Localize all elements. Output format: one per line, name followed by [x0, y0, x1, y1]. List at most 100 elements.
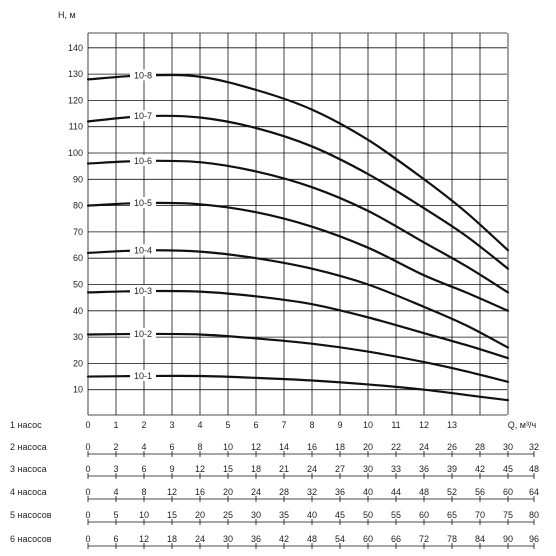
x-tick-label: 80	[529, 510, 539, 520]
x-tick-label: 60	[363, 534, 373, 544]
x-tick-label: 6	[141, 464, 146, 474]
curve-label-bg	[130, 154, 156, 166]
x-tick-label: 8	[141, 487, 146, 497]
curve-label-10-7: 10-7	[134, 111, 152, 121]
curve-10-8	[86, 73, 510, 252]
x-axes: 1 насос 0 1 2 3 4 5 6 7 8 9 10 11 12 13 Q, м³/ч2 насоса…	[10, 420, 539, 549]
x-tick-label: 60	[419, 510, 429, 520]
x-tick-label: 24	[195, 534, 205, 544]
x-tick-label: 55	[391, 510, 401, 520]
x-tick-label: 0	[85, 442, 90, 452]
x-tick-label: 28	[279, 487, 289, 497]
y-tick-label: 140	[68, 43, 83, 53]
curve-label-10-4: 10-4	[134, 245, 152, 255]
y-axis: 10 20 30 40 50 60 70 80 90 100 110 120 130 140	[68, 43, 83, 395]
x-tick-label: 4	[113, 487, 118, 497]
x-tick-label: 16	[195, 487, 205, 497]
x-axis-unit-label: Q, м³/ч	[508, 420, 537, 430]
y-tick-label: 30	[73, 332, 83, 342]
x-tick-label: 14	[279, 442, 289, 452]
y-tick-label: 110	[69, 122, 83, 132]
x-tick-label: 32	[307, 487, 317, 497]
x-tick-label: 0	[85, 464, 90, 474]
curve-label-bg	[130, 370, 156, 382]
x-tick-label: 72	[419, 534, 429, 544]
x-tick-label: 18	[251, 464, 261, 474]
x-tick-label: 36	[419, 464, 429, 474]
x-tick-label: 20	[195, 510, 205, 520]
x-tick-label: 64	[529, 487, 539, 497]
x-tick-label: 48	[529, 464, 539, 474]
x-tick-label: 12	[167, 487, 177, 497]
y-tick-label: 10	[73, 385, 83, 395]
x-tick-label: 10	[223, 442, 233, 452]
x-tick-label: 18	[335, 442, 345, 452]
y-tick-label: 20	[73, 358, 83, 368]
y-tick-label: 90	[73, 174, 83, 184]
x-tick-label: 42	[279, 534, 289, 544]
curves: 10-1 10-2 10-3 10-4 10-5 10-6 10-7 10-8	[86, 69, 510, 402]
x-tick-label: 2	[113, 442, 118, 452]
x-tick-label: 24	[251, 487, 261, 497]
x-tick-label: 6	[253, 420, 258, 430]
curve-label-10-2: 10-2	[134, 329, 152, 339]
y-axis-label: H, м	[58, 10, 76, 20]
x-tick-label: 40	[307, 510, 317, 520]
x-tick-label: 4	[141, 442, 146, 452]
x-tick-label: 50	[363, 510, 373, 520]
x-axis-row-label: 5 насосов	[10, 510, 52, 520]
x-tick-label: 5	[225, 420, 230, 430]
x-tick-label: 39	[447, 464, 457, 474]
grid	[87, 32, 509, 416]
x-tick-label: 48	[307, 534, 317, 544]
x-tick-label: 12	[419, 420, 429, 430]
x-tick-label: 9	[169, 464, 174, 474]
x-tick-label: 12	[195, 464, 205, 474]
x-tick-label: 24	[419, 442, 429, 452]
x-tick-label: 10	[363, 420, 373, 430]
curve-10-7	[86, 114, 510, 270]
x-tick-label: 9	[337, 420, 342, 430]
y-tick-label: 50	[73, 280, 83, 290]
x-tick-label: 30	[223, 534, 233, 544]
x-tick-label: 3	[113, 464, 118, 474]
x-tick-label: 10	[139, 510, 149, 520]
curve-10-3	[86, 289, 510, 360]
curve-label-bg	[130, 69, 156, 81]
x-tick-label: 1	[113, 420, 118, 430]
x-tick-label: 65	[447, 510, 457, 520]
x-tick-label: 16	[307, 442, 317, 452]
x-tick-label: 0	[85, 510, 90, 520]
x-tick-label: 56	[475, 487, 485, 497]
x-tick-label: 6	[113, 534, 118, 544]
x-tick-label: 22	[391, 442, 401, 452]
x-tick-label: 15	[223, 464, 233, 474]
curve-10-6	[86, 159, 510, 294]
x-tick-label: 15	[167, 510, 177, 520]
curve-label-bg	[130, 110, 156, 122]
curve-label-10-1: 10-1	[134, 371, 152, 381]
curve-label-bg	[130, 244, 156, 256]
x-tick-label: 54	[335, 534, 345, 544]
x-tick-label: 90	[503, 534, 513, 544]
curve-label-10-3: 10-3	[134, 286, 152, 296]
curve-10-5	[86, 201, 510, 312]
x-tick-label: 75	[503, 510, 513, 520]
x-axis-row-label: 2 насоса	[10, 442, 47, 452]
x-tick-label: 42	[475, 464, 485, 474]
x-tick-label: 84	[475, 534, 485, 544]
x-tick-label: 32	[529, 442, 539, 452]
x-tick-label: 25	[223, 510, 233, 520]
x-tick-label: 44	[391, 487, 401, 497]
x-tick-label: 52	[447, 487, 457, 497]
x-tick-label: 4	[197, 420, 202, 430]
x-tick-label: 70	[475, 510, 485, 520]
x-tick-label: 26	[447, 442, 457, 452]
x-tick-label: 35	[279, 510, 289, 520]
curve-label-10-5: 10-5	[134, 198, 152, 208]
x-tick-label: 0	[85, 420, 90, 430]
x-tick-label: 0	[85, 534, 90, 544]
x-tick-label: 5	[113, 510, 118, 520]
x-tick-label: 36	[335, 487, 345, 497]
